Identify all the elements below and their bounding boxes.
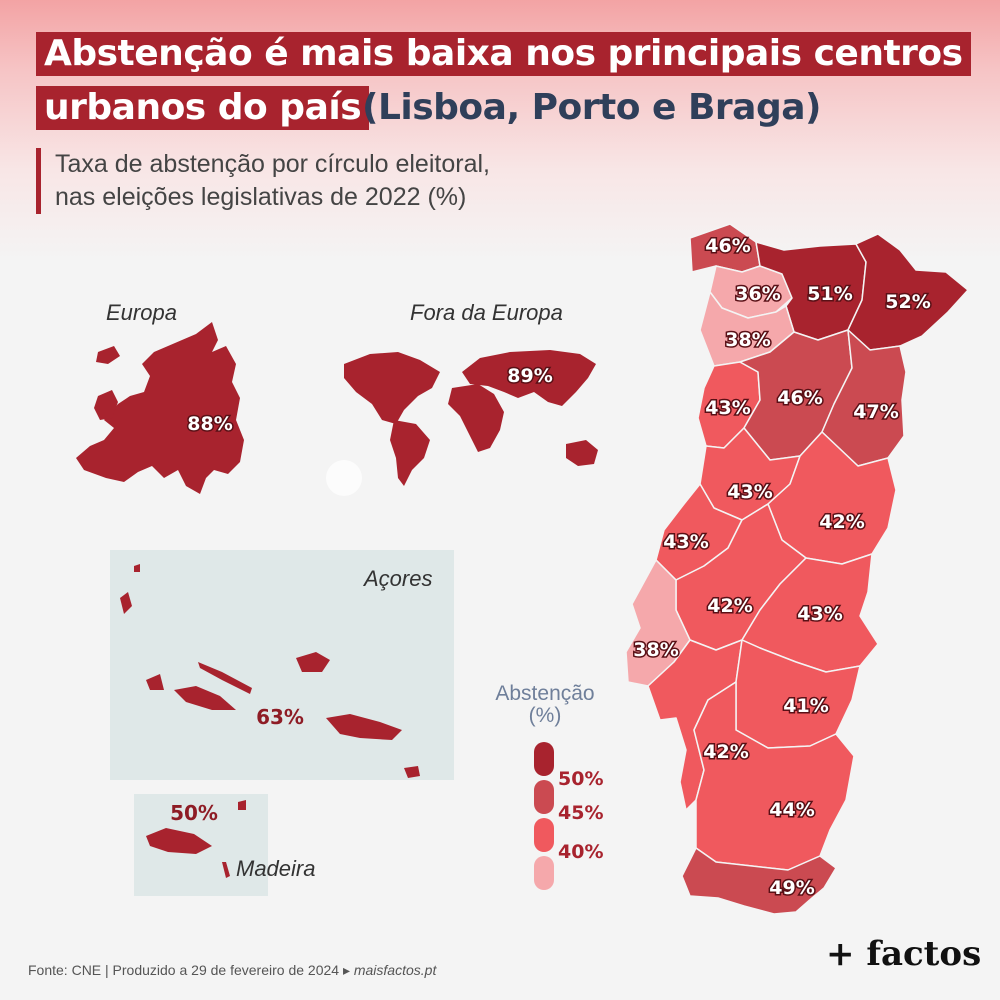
subtitle: Taxa de abstenção por círculo eleitoral,…: [36, 148, 490, 214]
australia-shape: [566, 440, 598, 466]
porto-santo-island: [238, 800, 246, 810]
district-value-10: 43%: [663, 531, 708, 553]
legend-swatch-above-50: [534, 742, 554, 776]
subtitle-line-2: nas eleições legislativas de 2022 (%): [55, 183, 467, 211]
subtitle-line-1: Taxa de abstenção por círculo eleitoral,: [55, 150, 490, 178]
title-line-2: urbanos do país: [36, 86, 370, 130]
legend-tick-45: 45%: [558, 802, 604, 824]
south-america-shape: [390, 420, 430, 486]
district-value-9: 42%: [819, 511, 864, 533]
title-line-1: Abstenção é mais baixa nos principais ce…: [36, 32, 971, 76]
azores-island-6: [174, 686, 236, 710]
district-value-14: 41%: [783, 695, 828, 717]
district-guarda: [821, 329, 907, 467]
azores-inset: Açores 63%: [110, 550, 454, 780]
legend-title-line-1: Abstenção: [495, 682, 595, 705]
legend-swatch-40-45: [534, 818, 554, 852]
azores-island-4: [296, 652, 330, 672]
world-map: 89%: [326, 350, 598, 496]
district-value-7: 47%: [853, 401, 898, 423]
africa-shape: [448, 384, 504, 452]
footer-source-text: Fonte: CNE | Produzido a 29 de fevereiro…: [28, 962, 354, 978]
district-value-2: 51%: [807, 283, 852, 305]
british-isles-shape: [94, 390, 118, 420]
brand-logo: + factos: [826, 934, 982, 974]
legend-tick-40: 40%: [558, 841, 604, 863]
portugal-map: [625, 223, 969, 915]
district-value-8: 43%: [727, 481, 772, 503]
district-value-12: 43%: [797, 603, 842, 625]
district-value-1: 36%: [735, 283, 780, 305]
district-braganca: [847, 233, 969, 351]
district-value-4: 38%: [725, 329, 770, 351]
legend-scale: [534, 742, 554, 890]
azores-island-7: [326, 714, 402, 740]
footer-source: Fonte: CNE | Produzido a 29 de fevereiro…: [28, 962, 436, 979]
europe-label: Europa: [106, 300, 177, 325]
district-value-11: 42%: [707, 595, 752, 617]
azores-island-3: [198, 662, 252, 694]
district-value-13: 38%: [633, 639, 678, 661]
legend-title: Abstenção (%): [490, 683, 600, 727]
district-faro: [681, 847, 837, 915]
footer-site-link[interactable]: maisfactos.pt: [353, 962, 437, 978]
legend-title-line-2: (%): [528, 704, 562, 727]
azores-island-1: [120, 592, 132, 614]
iceland-shape: [96, 346, 120, 364]
north-america-shape: [344, 352, 440, 424]
district-value-17: 49%: [769, 877, 814, 899]
decor-circle: [326, 460, 362, 496]
district-value-5: 43%: [705, 397, 750, 419]
district-value-3: 52%: [885, 291, 930, 313]
legend-tick-50: 50%: [558, 768, 604, 790]
europe-shape: [76, 322, 244, 494]
legend-swatch-45-50: [534, 780, 554, 814]
madeira-inset: 50% Madeira: [134, 794, 315, 896]
europe-value: 88%: [187, 413, 232, 435]
district-value-16: 44%: [769, 799, 814, 821]
district-value-0: 46%: [705, 235, 750, 257]
eurasia-shape: [462, 350, 596, 406]
madeira-island: [146, 828, 212, 854]
madeira-value: 50%: [170, 801, 218, 825]
district-value-15: 42%: [703, 741, 748, 763]
madeira-label: Madeira: [236, 856, 315, 881]
azores-island-2: [134, 564, 140, 572]
azores-panel: [110, 550, 454, 780]
azores-island-5: [146, 674, 164, 690]
azores-label: Açores: [362, 566, 432, 591]
title-highlight: (Lisboa, Porto e Braga): [362, 87, 821, 128]
azores-value: 63%: [256, 705, 304, 729]
outside-europe-label: Fora da Europa: [410, 300, 563, 325]
district-value-6: 46%: [777, 387, 822, 409]
world-value: 89%: [507, 365, 552, 387]
legend-swatch-below-40: [534, 856, 554, 890]
europe-map: 88%: [76, 322, 244, 494]
azores-island-8: [404, 766, 420, 778]
desertas-island: [222, 862, 230, 878]
